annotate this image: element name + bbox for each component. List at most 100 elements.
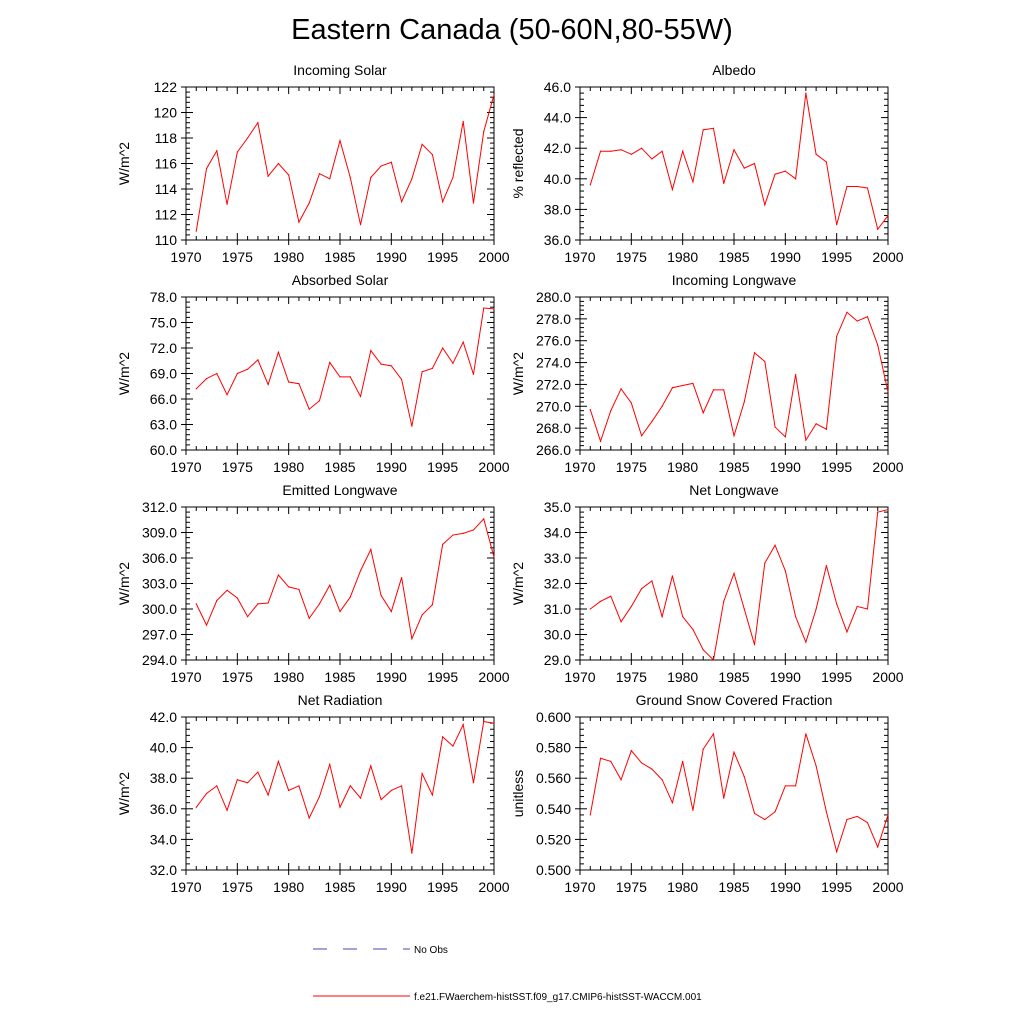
data-point <box>349 785 351 787</box>
x-tick-label: 2000 <box>872 459 903 475</box>
data-point <box>339 806 341 808</box>
y-tick-label: 272.0 <box>536 376 571 392</box>
panel-incoming-longwave: Incoming Longwave W/m^2 1970 1975 1980 1985 19… <box>510 272 904 475</box>
y-tick-label: 118 <box>155 130 178 146</box>
data-point <box>442 201 444 203</box>
data-point <box>216 150 218 152</box>
data-point <box>421 773 423 775</box>
data-point <box>856 815 858 818</box>
y-tick-label: 78.0 <box>150 289 177 305</box>
x-tick-label: 2000 <box>872 669 903 685</box>
x-tick-label: 1990 <box>376 669 407 685</box>
x-tick-label: 1970 <box>170 669 201 685</box>
plot-frame <box>579 296 889 451</box>
data-point <box>329 584 331 586</box>
y-tick-label: 309.0 <box>142 525 177 541</box>
data-point <box>401 576 403 579</box>
y-tick-label: 34.0 <box>150 831 177 847</box>
x-tick-label: 1990 <box>770 669 801 685</box>
y-tick-label: 29.0 <box>544 652 571 668</box>
data-point <box>671 387 674 389</box>
figure-title: Eastern Canada (50-60N,80-55W) <box>291 14 733 46</box>
data-point <box>236 779 238 781</box>
x-tick-label: 1995 <box>427 879 458 895</box>
data-point <box>599 440 602 442</box>
panel-title: Incoming Solar <box>293 62 387 78</box>
data-point <box>483 307 485 309</box>
series-line-net-longwave <box>589 509 889 662</box>
data-point <box>671 575 674 577</box>
panel-title: Ground Snow Covered Fraction <box>636 692 833 708</box>
x-tick-label: 1980 <box>273 879 304 895</box>
y-tick-label: 300.0 <box>142 601 177 617</box>
y-tick-label: 112 <box>155 207 178 223</box>
x-tick-label: 1970 <box>564 669 595 685</box>
data-point <box>846 818 848 821</box>
data-point <box>620 149 622 151</box>
data-point <box>288 789 290 792</box>
data-point <box>359 797 362 799</box>
data-point <box>308 617 310 619</box>
data-point <box>774 544 776 546</box>
y-tick-label: 280.0 <box>536 289 571 305</box>
x-tick-label: 1990 <box>770 879 801 895</box>
data-point <box>411 852 413 854</box>
data-point <box>216 372 218 375</box>
data-point <box>277 574 279 576</box>
y-axis-label: W/m^2 <box>510 352 526 395</box>
y-tick-label: 42.0 <box>150 709 177 725</box>
data-point <box>784 570 786 572</box>
data-point <box>349 376 351 378</box>
data-point <box>247 616 249 618</box>
data-point <box>620 388 622 390</box>
y-axis-label: unitless <box>510 770 526 817</box>
data-point <box>267 383 269 386</box>
data-point <box>401 201 403 203</box>
y-tick-label: 38.0 <box>150 770 177 786</box>
data-point <box>815 423 817 425</box>
x-tick-label: 1980 <box>667 249 698 265</box>
series-line-ground-snow-covered-fraction <box>589 732 889 854</box>
data-point <box>661 150 663 152</box>
data-point <box>651 768 653 770</box>
data-point <box>877 511 879 513</box>
plot-frame <box>185 296 495 451</box>
x-tick-label: 1975 <box>222 459 253 475</box>
data-point <box>784 170 786 172</box>
y-tick-label: 306.0 <box>142 550 177 566</box>
data-point <box>308 202 310 204</box>
data-point <box>836 224 838 226</box>
data-point <box>743 776 745 778</box>
y-tick-label: 31.0 <box>544 601 571 617</box>
y-axis-label: W/m^2 <box>116 142 132 185</box>
data-point <box>764 360 766 363</box>
data-point <box>589 184 591 186</box>
data-point <box>651 158 653 160</box>
data-point <box>349 596 351 598</box>
data-point <box>339 376 341 378</box>
data-point <box>877 344 879 346</box>
x-tick-label: 1975 <box>616 249 647 265</box>
data-point <box>493 308 495 310</box>
data-point <box>277 351 279 353</box>
data-point <box>390 365 392 367</box>
legend-obs-label: No Obs <box>414 945 448 956</box>
data-point <box>795 785 797 787</box>
panel-title: Emitted Longwave <box>282 482 397 498</box>
data-point <box>267 175 269 177</box>
data-point <box>712 389 715 391</box>
data-point <box>692 382 694 384</box>
data-point <box>723 389 725 391</box>
series-line-net-radiation <box>195 721 495 854</box>
y-tick-label: 0.540 <box>536 801 571 817</box>
data-point <box>442 347 444 349</box>
data-point <box>682 150 684 152</box>
y-tick-label: 0.500 <box>536 862 571 878</box>
data-point <box>205 792 208 795</box>
data-point <box>288 586 290 588</box>
data-point <box>682 760 684 762</box>
y-tick-label: 30.0 <box>544 627 571 643</box>
data-point <box>589 814 591 816</box>
data-point <box>359 570 362 572</box>
